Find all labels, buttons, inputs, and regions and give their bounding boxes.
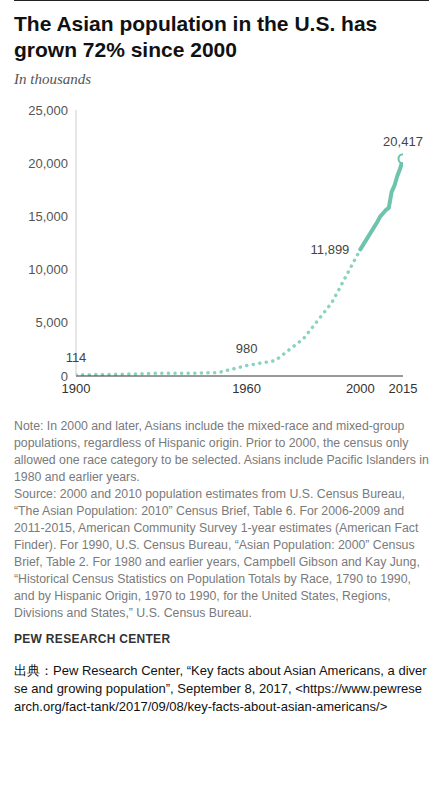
svg-text:2015: 2015 <box>389 381 418 396</box>
svg-text:5,000: 5,000 <box>35 315 68 330</box>
svg-text:11,899: 11,899 <box>311 242 350 257</box>
html-text:出典：Pew Research Center, “Key f: 出典：Pew Research Center, “Key facts about… <box>14 663 427 714</box>
html-text:PEW RESEARCH CENTER: PEW RESEARCH CENTER <box>14 632 171 646</box>
html-text:Note: In 2000 and later, Asian: Note: In 2000 and later, Asians include … <box>14 419 429 484</box>
svg-text:2000: 2000 <box>346 381 375 396</box>
svg-text:0: 0 <box>61 369 68 384</box>
svg-text:20,417: 20,417 <box>383 134 423 149</box>
svg-text:10,000: 10,000 <box>28 262 68 277</box>
svg-text:114: 114 <box>66 350 87 365</box>
html-text:In thousands: In thousands <box>14 71 92 87</box>
svg-text:1900: 1900 <box>61 381 91 397</box>
html-text:The Asian population in the U.: The Asian population in the U.S. has gro… <box>14 12 378 61</box>
svg-text:25,000: 25,000 <box>28 103 68 118</box>
svg-text:1960: 1960 <box>232 381 261 396</box>
svg-text:15,000: 15,000 <box>28 209 68 224</box>
svg-text:980: 980 <box>236 341 258 356</box>
html-text:Source: 2000 and 2010 populati: Source: 2000 and 2010 population estimat… <box>14 487 420 620</box>
svg-text:20,000: 20,000 <box>28 156 68 171</box>
